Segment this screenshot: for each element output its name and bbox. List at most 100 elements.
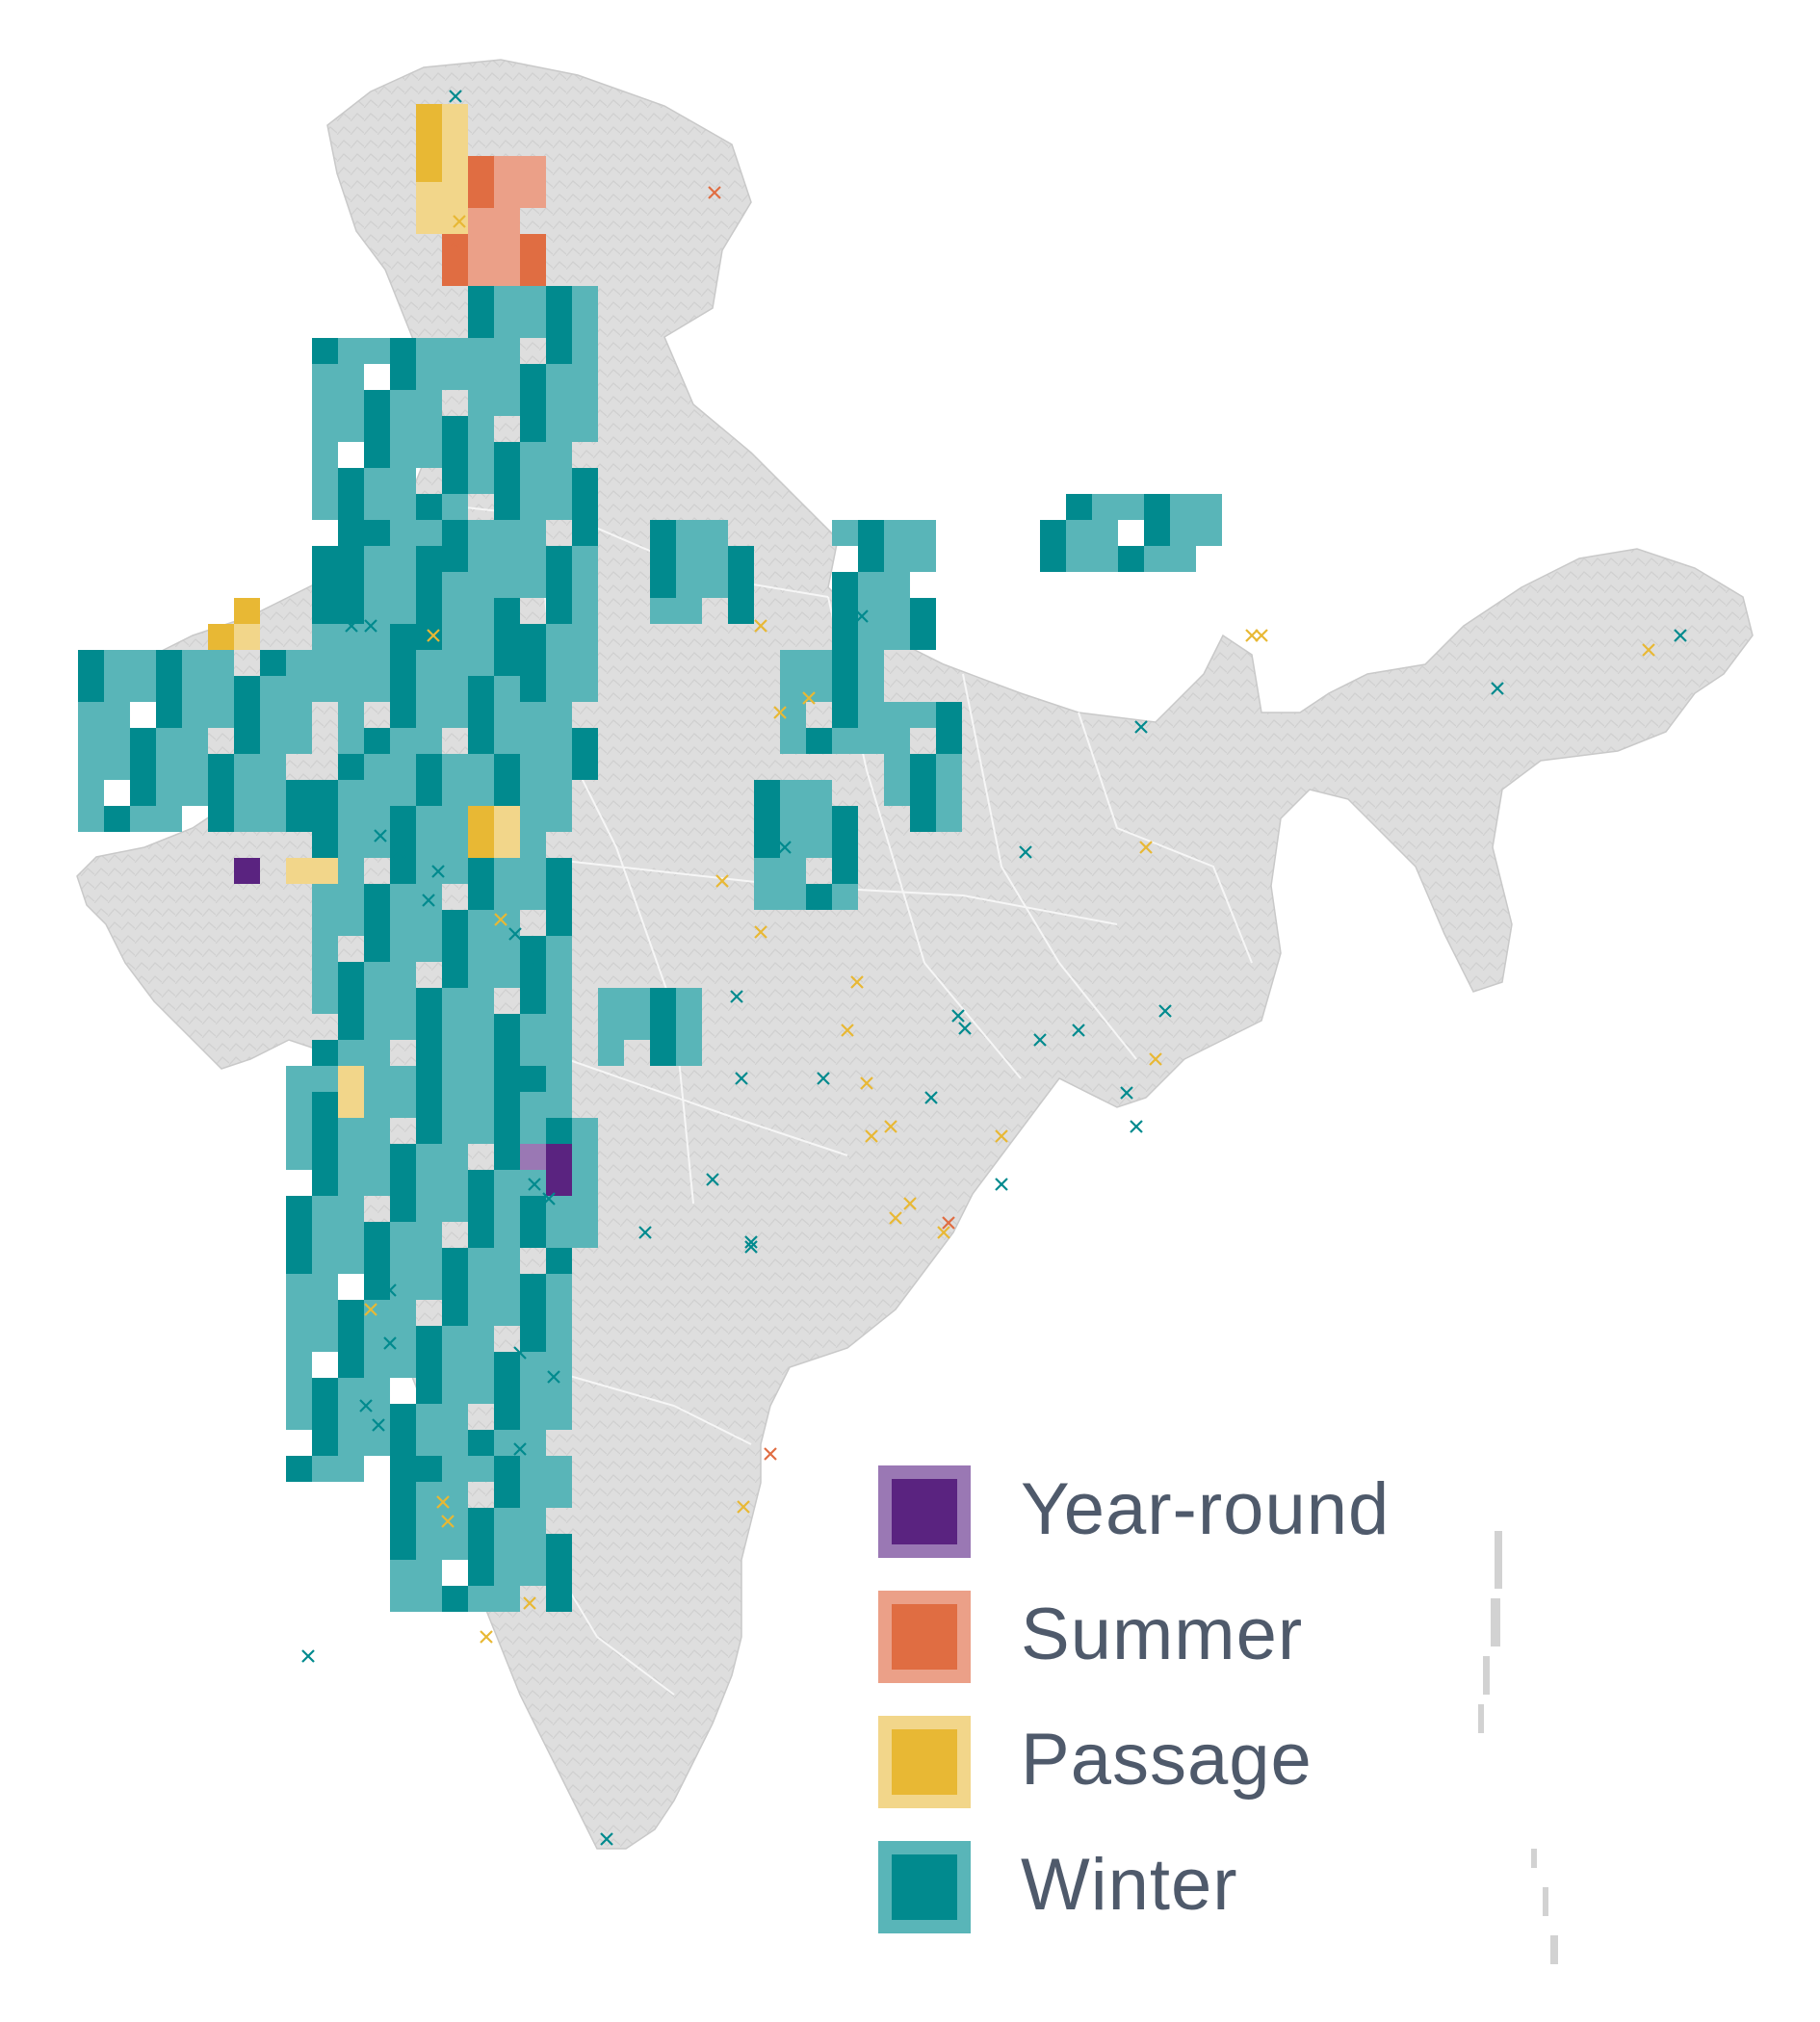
range-cell bbox=[468, 1222, 494, 1248]
range-cell bbox=[546, 676, 572, 702]
range-cell bbox=[572, 416, 598, 442]
record-marker bbox=[600, 1832, 613, 1846]
range-cell bbox=[338, 1300, 364, 1326]
range-cell bbox=[390, 624, 416, 650]
range-cell bbox=[286, 780, 312, 806]
range-cell bbox=[832, 650, 858, 676]
range-cell bbox=[338, 1144, 364, 1170]
range-cell bbox=[546, 416, 572, 442]
range-cell bbox=[936, 754, 962, 780]
range-cell bbox=[390, 962, 416, 988]
range-cell bbox=[156, 780, 182, 806]
range-cell bbox=[442, 572, 468, 598]
range-cell bbox=[572, 598, 598, 624]
range-cell bbox=[546, 780, 572, 806]
range-cell bbox=[546, 1040, 572, 1066]
record-marker bbox=[1130, 1120, 1143, 1133]
range-cell bbox=[546, 624, 572, 650]
range-cell bbox=[442, 104, 468, 130]
range-cell bbox=[260, 676, 286, 702]
range-cell bbox=[416, 1508, 442, 1534]
range-cell bbox=[442, 364, 468, 390]
record-marker bbox=[301, 1649, 315, 1663]
record-marker bbox=[942, 1216, 955, 1230]
range-cell bbox=[208, 676, 234, 702]
range-cell bbox=[572, 650, 598, 676]
range-cell bbox=[208, 702, 234, 728]
range-cell bbox=[338, 1352, 364, 1378]
range-cell bbox=[442, 442, 468, 468]
range-cell bbox=[104, 702, 130, 728]
range-cell bbox=[364, 1118, 390, 1144]
range-cell bbox=[442, 1404, 468, 1430]
range-cell bbox=[364, 1378, 390, 1404]
range-cell bbox=[78, 676, 104, 702]
range-cell bbox=[104, 650, 130, 676]
range-cell bbox=[520, 546, 546, 572]
range-cell bbox=[312, 1300, 338, 1326]
range-cell bbox=[520, 416, 546, 442]
record-marker bbox=[501, 1413, 514, 1427]
range-cell bbox=[78, 702, 104, 728]
range-cell bbox=[338, 806, 364, 832]
range-cell bbox=[468, 1274, 494, 1300]
range-cell bbox=[572, 312, 598, 338]
range-cell bbox=[130, 754, 156, 780]
record-marker bbox=[508, 927, 522, 941]
range-cell bbox=[442, 130, 468, 156]
record-marker bbox=[1134, 720, 1148, 734]
range-cell bbox=[572, 338, 598, 364]
record-marker bbox=[951, 1009, 965, 1023]
legend-label: Summer bbox=[1021, 1594, 1304, 1675]
range-cell bbox=[624, 988, 650, 1014]
range-cell bbox=[468, 572, 494, 598]
range-cell bbox=[1196, 520, 1222, 546]
range-cell bbox=[442, 1300, 468, 1326]
range-cell bbox=[520, 1092, 546, 1118]
range-cell bbox=[338, 1222, 364, 1248]
record-marker bbox=[706, 1173, 719, 1186]
range-cell bbox=[468, 806, 494, 832]
range-cell bbox=[572, 1170, 598, 1196]
record-marker bbox=[855, 609, 869, 623]
range-cell bbox=[416, 754, 442, 780]
range-cell bbox=[546, 1144, 572, 1170]
range-cell bbox=[780, 676, 806, 702]
range-cell bbox=[520, 1118, 546, 1144]
range-cell bbox=[390, 728, 416, 754]
range-cell bbox=[312, 390, 338, 416]
range-cell bbox=[754, 780, 780, 806]
record-marker bbox=[735, 1072, 748, 1085]
range-cell bbox=[910, 546, 936, 572]
range-cell bbox=[546, 390, 572, 416]
range-cell bbox=[364, 338, 390, 364]
range-cell bbox=[286, 806, 312, 832]
range-cell bbox=[312, 1456, 338, 1482]
range-cell bbox=[858, 520, 884, 546]
range-cell bbox=[546, 988, 572, 1014]
range-cell bbox=[520, 858, 546, 884]
range-cell bbox=[416, 390, 442, 416]
range-cell bbox=[468, 884, 494, 910]
range-cell bbox=[468, 1248, 494, 1274]
range-cell bbox=[390, 390, 416, 416]
range-cell bbox=[286, 1066, 312, 1092]
range-cell bbox=[520, 572, 546, 598]
range-cell bbox=[390, 676, 416, 702]
range-cell bbox=[832, 676, 858, 702]
range-cell bbox=[312, 806, 338, 832]
range-cell bbox=[494, 156, 520, 182]
range-cell bbox=[832, 728, 858, 754]
range-cell bbox=[390, 572, 416, 598]
range-cell bbox=[520, 1300, 546, 1326]
range-cell bbox=[520, 754, 546, 780]
range-cell bbox=[494, 234, 520, 260]
range-cell bbox=[546, 910, 572, 936]
record-marker bbox=[528, 1178, 541, 1191]
range-cell bbox=[364, 1144, 390, 1170]
range-cell bbox=[286, 1352, 312, 1378]
range-cell bbox=[390, 1092, 416, 1118]
range-cell bbox=[520, 806, 546, 832]
range-cell bbox=[468, 702, 494, 728]
range-cell bbox=[910, 598, 936, 624]
